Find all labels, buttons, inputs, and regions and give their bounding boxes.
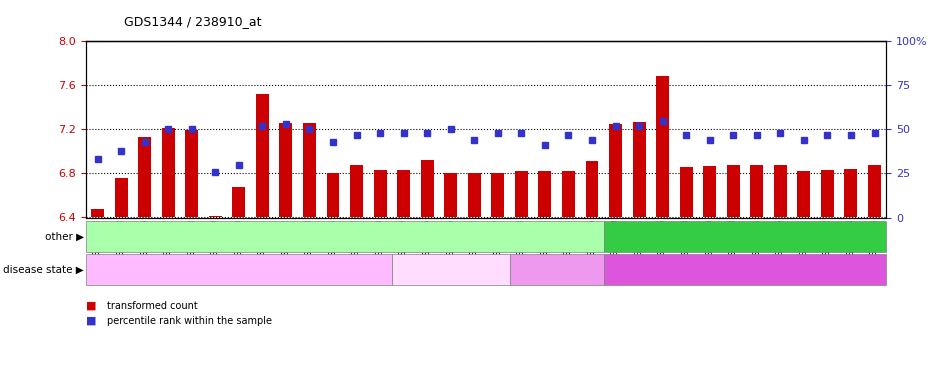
Bar [867, 165, 880, 218]
Bar [749, 165, 763, 218]
Text: percentile rank within the sample: percentile rank within the sample [107, 316, 271, 326]
Bar [255, 94, 268, 218]
Bar [373, 170, 387, 217]
Bar [820, 170, 833, 217]
Bar [420, 160, 433, 218]
Text: GDS1344 / 238910_at: GDS1344 / 238910_at [124, 15, 261, 28]
Bar [232, 187, 245, 218]
Bar [632, 122, 645, 218]
Bar [773, 165, 786, 218]
Bar [467, 173, 480, 217]
Text: disease state ▶: disease state ▶ [3, 264, 84, 274]
Bar [585, 161, 598, 218]
Text: other ▶: other ▶ [45, 231, 84, 242]
Bar [91, 209, 104, 218]
Bar [703, 166, 715, 218]
Bar [608, 124, 622, 218]
Bar [208, 216, 222, 217]
Bar [538, 171, 551, 217]
Bar [491, 173, 504, 217]
Text: histologic class 2A: histologic class 2A [514, 265, 598, 274]
Bar [514, 171, 527, 217]
Bar [397, 170, 409, 217]
Bar [303, 123, 315, 218]
Bar [726, 165, 739, 218]
Bar [279, 123, 292, 218]
Bar [327, 173, 339, 217]
Text: histologic class 2B: histologic class 2B [703, 265, 786, 274]
Bar [562, 171, 574, 217]
Bar [655, 76, 668, 218]
Bar [797, 171, 809, 217]
Text: transformed count: transformed count [107, 301, 197, 311]
Bar [349, 165, 363, 218]
Text: ■: ■ [86, 301, 96, 311]
Text: molecular class type 1: molecular class type 1 [289, 231, 400, 242]
Bar [679, 167, 692, 218]
Bar [138, 137, 151, 218]
Text: histologic class 1 and 2A: histologic class 1 and 2A [394, 265, 506, 274]
Bar [843, 169, 857, 217]
Text: molecular class type 2: molecular class type 2 [689, 231, 800, 242]
Bar [162, 128, 174, 217]
Bar [444, 173, 457, 217]
Bar [185, 130, 198, 218]
Text: ■: ■ [86, 316, 96, 326]
Bar [114, 178, 128, 218]
Text: histologic class 1: histologic class 1 [200, 265, 277, 274]
